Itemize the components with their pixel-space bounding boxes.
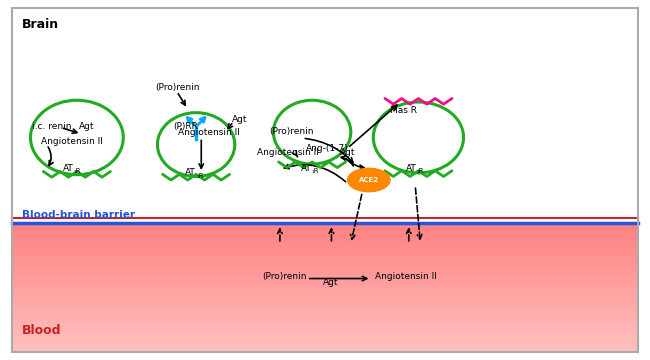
Bar bbox=[12, 280, 638, 284]
Bar bbox=[12, 267, 638, 271]
Text: Agt: Agt bbox=[79, 122, 94, 131]
Text: (Pro)renin: (Pro)renin bbox=[155, 83, 200, 92]
Text: AT: AT bbox=[62, 164, 73, 173]
Text: Angiotensin II: Angiotensin II bbox=[178, 128, 240, 137]
Bar bbox=[12, 306, 638, 310]
Bar bbox=[12, 316, 638, 320]
Bar bbox=[12, 319, 638, 323]
Bar bbox=[12, 310, 638, 313]
Bar bbox=[12, 313, 638, 316]
Text: (Pro)renin: (Pro)renin bbox=[269, 127, 313, 136]
Bar bbox=[12, 251, 638, 255]
Text: ₁R: ₁R bbox=[73, 168, 81, 174]
Text: Angiotensin II: Angiotensin II bbox=[375, 272, 437, 281]
Bar bbox=[12, 225, 638, 229]
Bar bbox=[12, 284, 638, 287]
Bar bbox=[12, 229, 638, 232]
Bar bbox=[12, 261, 638, 265]
Bar bbox=[12, 245, 638, 248]
Bar bbox=[12, 242, 638, 245]
Bar bbox=[12, 293, 638, 297]
Text: Brain: Brain bbox=[22, 18, 59, 31]
Text: AT: AT bbox=[185, 168, 196, 177]
Text: Mas R: Mas R bbox=[390, 106, 417, 115]
Circle shape bbox=[348, 168, 390, 192]
Bar bbox=[12, 303, 638, 307]
Bar bbox=[12, 277, 638, 281]
Text: ₁R: ₁R bbox=[196, 173, 203, 179]
Bar bbox=[12, 264, 638, 268]
Text: Blood-brain barrier: Blood-brain barrier bbox=[22, 211, 135, 220]
Text: ₁R: ₁R bbox=[311, 168, 319, 174]
Text: i.c. renin: i.c. renin bbox=[32, 122, 72, 131]
Text: Angiotensin II: Angiotensin II bbox=[257, 148, 319, 157]
Bar bbox=[12, 342, 638, 346]
Text: (P)RR: (P)RR bbox=[174, 122, 198, 131]
Text: AT: AT bbox=[300, 164, 311, 173]
Bar bbox=[12, 258, 638, 261]
Text: ₁R: ₁R bbox=[417, 168, 424, 175]
Text: ACE2: ACE2 bbox=[359, 177, 379, 183]
Bar bbox=[12, 339, 638, 342]
Text: (Pro)renin: (Pro)renin bbox=[262, 272, 306, 281]
Bar bbox=[12, 290, 638, 294]
Bar bbox=[12, 232, 638, 235]
Bar bbox=[12, 271, 638, 274]
Bar bbox=[12, 329, 638, 333]
Text: Blood: Blood bbox=[22, 324, 62, 337]
Bar bbox=[12, 326, 638, 329]
Bar bbox=[12, 297, 638, 300]
Text: Angiotensin II: Angiotensin II bbox=[42, 137, 103, 146]
Bar bbox=[12, 332, 638, 336]
Text: AT: AT bbox=[406, 164, 416, 173]
Text: Agt: Agt bbox=[322, 278, 338, 287]
Bar bbox=[12, 323, 638, 326]
Bar bbox=[12, 345, 638, 349]
Text: Agt: Agt bbox=[231, 114, 247, 123]
Bar bbox=[12, 255, 638, 258]
Bar bbox=[12, 287, 638, 291]
Text: Ang-(1-7): Ang-(1-7) bbox=[306, 144, 348, 153]
Bar bbox=[12, 248, 638, 252]
Bar bbox=[12, 336, 638, 339]
Text: Agt: Agt bbox=[340, 148, 356, 157]
Bar bbox=[12, 235, 638, 239]
Bar bbox=[12, 13, 638, 222]
Bar bbox=[12, 238, 638, 242]
Bar bbox=[12, 222, 638, 226]
Bar bbox=[12, 300, 638, 303]
Bar bbox=[12, 348, 638, 352]
Bar bbox=[12, 274, 638, 278]
